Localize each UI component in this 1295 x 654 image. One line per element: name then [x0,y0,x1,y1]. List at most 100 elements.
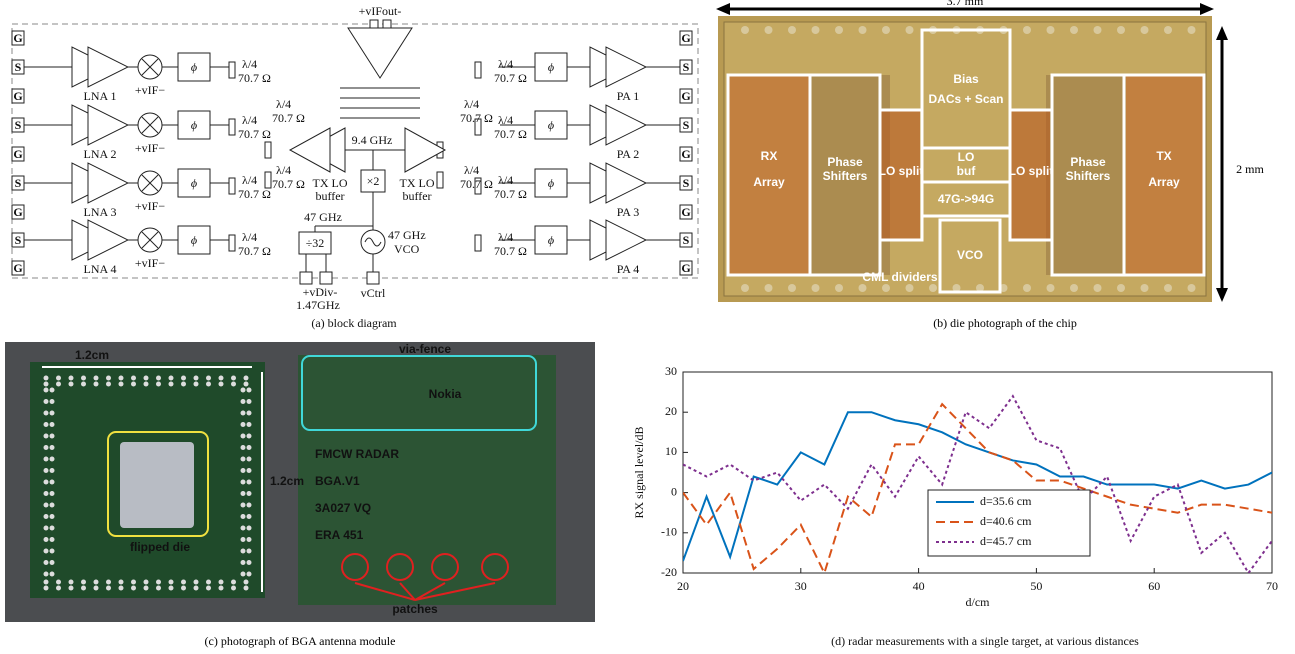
bond-pad [859,26,867,34]
solder-ball [119,382,124,387]
pad [370,20,378,28]
solder-ball [50,572,55,577]
bond-pad [1070,26,1078,34]
marking: FMCW RADAR [315,447,399,461]
solder-ball [50,526,55,531]
bond-pad [765,284,773,292]
solder-ball [44,491,49,496]
solder-ball [247,445,252,450]
bond-pad [1070,284,1078,292]
solder-ball [69,586,74,591]
solder-ball [94,586,99,591]
pad-label: G [13,261,22,275]
solder-ball [169,586,174,591]
pa-label: PA 1 [617,89,640,103]
lna-label: LNA 4 [84,262,117,276]
marking: BGA.V1 [315,474,360,488]
pad-label: G [13,89,22,103]
impedance-label: 70.7 Ω [460,177,493,191]
bga-photo: flipped die1.2cm1.2cmvia-fenceNokiaFMCW … [5,342,595,648]
solder-ball [44,445,49,450]
x-tick-label: 50 [1030,579,1042,593]
block-label: VCO [957,248,983,262]
solder-ball [206,580,211,585]
solder-ball [81,580,86,585]
solder-ball [247,491,252,496]
lna-label: LNA 3 [84,205,117,219]
solder-ball [50,549,55,554]
lo-buffer-label: TX LO [400,176,435,190]
solder-ball [50,445,55,450]
bond-pad [1117,26,1125,34]
solder-ball [56,382,61,387]
doubler-label: ×2 [367,174,380,188]
solder-ball [44,503,49,508]
solder-ball [241,549,246,554]
x-tick-label: 40 [913,579,925,593]
resistor [265,142,271,158]
size-label: 1.2cm [270,474,304,488]
block-diagram: GSGSGSGSGGSGSGSGSGϕLNA 1+vIF−ϕPA 1ϕLNA 2… [12,4,698,330]
bond-pad [1117,284,1125,292]
amplifier [88,220,128,260]
solder-ball [241,526,246,531]
y-axis-label: RX signal level/dB [632,427,646,519]
x-tick-label: 60 [1148,579,1160,593]
solder-ball [44,514,49,519]
bond-pad [741,284,749,292]
y-tick-label: 0 [671,484,677,498]
marking: ERA 451 [315,528,364,542]
solder-ball [44,586,49,591]
impedance-label: 70.7 Ω [272,111,305,125]
resistor [265,172,271,188]
x-tick-label: 20 [677,579,689,593]
solder-ball [247,514,252,519]
resistor [229,235,235,251]
solder-ball [106,376,111,381]
bond-pad [1094,26,1102,34]
bond-pad [1094,284,1102,292]
solder-ball [44,537,49,542]
bond-pad [835,284,843,292]
pad-label: G [13,205,22,219]
phase-label: ϕ [548,233,554,247]
solder-ball [194,376,199,381]
phase-label: ϕ [548,60,554,74]
impedance-label: 70.7 Ω [238,127,271,141]
via-fence-label: via-fence [399,342,451,356]
quarter-wave-label: λ/4 [498,113,513,127]
quarter-wave-label: λ/4 [242,57,257,71]
block-label: LO split [1009,164,1054,178]
bond-pad [859,284,867,292]
arrow-head [1200,3,1214,15]
solder-ball [119,586,124,591]
solder-ball [231,376,236,381]
y-tick-label: 30 [665,364,677,378]
pad-label: G [681,89,690,103]
amplifier [88,105,128,145]
solder-ball [247,434,252,439]
solder-ball [231,586,236,591]
phase-label: ϕ [191,118,197,132]
solder-ball [56,580,61,585]
quarter-wave-label: λ/4 [498,173,513,187]
lo-buffer-label: buffer [402,189,431,203]
solder-ball [156,586,161,591]
solder-ball [247,399,252,404]
if-label: +vIF− [135,141,165,155]
solder-ball [44,422,49,427]
solder-ball [241,411,246,416]
legend-label: d=40.6 cm [980,514,1032,528]
flipped-die [120,442,194,528]
pad-label: G [13,147,22,161]
quarter-wave-label: λ/4 [242,173,257,187]
vco-label: 47 GHz [388,228,426,242]
bond-pad [1164,26,1172,34]
vctrl-label: vCtrl [361,286,386,300]
solder-ball [69,580,74,585]
solder-ball [131,580,136,585]
solder-ball [241,560,246,565]
resistor [475,62,481,78]
solder-ball [244,376,249,381]
solder-ball [241,480,246,485]
